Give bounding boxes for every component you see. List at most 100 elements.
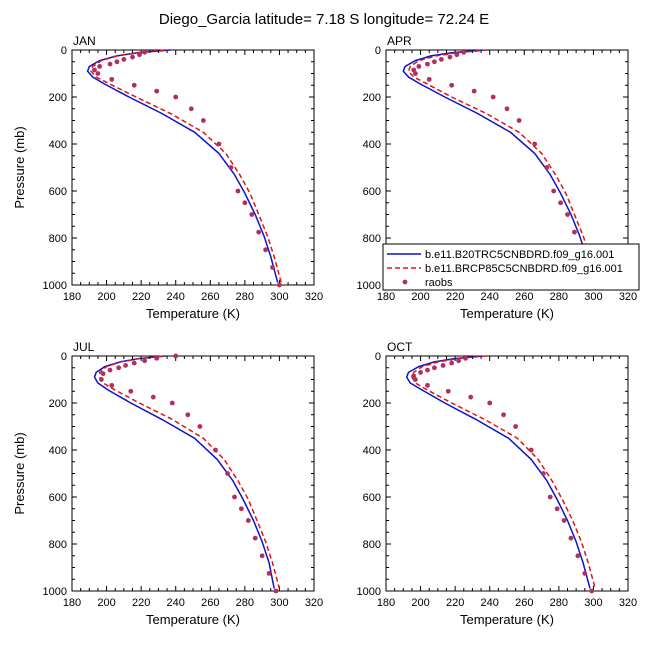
raobs-point bbox=[173, 94, 179, 100]
x-axis-label: Temperature (K) bbox=[146, 306, 240, 321]
y-tick-label: 0 bbox=[61, 351, 67, 363]
x-tick-label: 280 bbox=[550, 291, 568, 303]
x-axis-label: Temperature (K) bbox=[146, 612, 240, 627]
y-tick-label: 600 bbox=[49, 492, 67, 504]
raobs-point bbox=[432, 59, 437, 65]
model2-line bbox=[407, 49, 598, 283]
raobs-point bbox=[116, 365, 122, 371]
x-tick-label: 240 bbox=[167, 597, 185, 609]
raobs-point bbox=[471, 88, 477, 94]
x-tick-label: 200 bbox=[411, 597, 429, 609]
y-axis-label: Pressure (mb) bbox=[12, 126, 27, 208]
panel-title: OCT bbox=[387, 340, 413, 354]
raobs-point bbox=[440, 363, 446, 368]
raobs-point bbox=[142, 358, 148, 364]
x-tick-label: 200 bbox=[411, 291, 429, 303]
raobs-point bbox=[242, 200, 248, 206]
x-tick-label: 260 bbox=[201, 291, 219, 303]
raobs-point bbox=[432, 365, 437, 371]
raobs-point bbox=[188, 106, 194, 112]
raobs-point bbox=[137, 52, 142, 58]
raobs-point bbox=[572, 229, 577, 235]
x-tick-label: 320 bbox=[619, 291, 637, 303]
raobs-point bbox=[558, 200, 563, 206]
raobs-point bbox=[449, 82, 455, 88]
raobs-point bbox=[173, 353, 179, 359]
x-tick-label: 300 bbox=[584, 597, 602, 609]
raobs-point bbox=[150, 394, 156, 400]
raobs-point bbox=[565, 212, 570, 217]
raobs-point bbox=[97, 64, 103, 69]
raobs-point bbox=[154, 88, 160, 94]
x-tick-label: 320 bbox=[305, 291, 323, 303]
raobs-point bbox=[575, 553, 581, 559]
raobs-point bbox=[225, 471, 230, 476]
y-tick-label: 400 bbox=[363, 445, 381, 457]
y-tick-label: 400 bbox=[49, 139, 67, 151]
raobs-point bbox=[513, 424, 519, 429]
raobs-point bbox=[461, 49, 467, 55]
x-tick-label: 280 bbox=[236, 597, 254, 609]
raobs-point bbox=[245, 518, 251, 523]
raobs-point bbox=[487, 400, 493, 406]
raobs-point bbox=[447, 54, 453, 60]
raobs-point bbox=[416, 64, 422, 69]
raobs-point bbox=[256, 229, 262, 235]
y-tick-label: 800 bbox=[363, 233, 381, 245]
x-tick-label: 300 bbox=[270, 597, 288, 609]
page-title: Diego_Garcia latitude= 7.18 S longitude=… bbox=[159, 11, 489, 28]
raobs-point bbox=[438, 57, 444, 62]
raobs-point bbox=[114, 59, 120, 65]
x-tick-label: 200 bbox=[97, 597, 115, 609]
plot-frame bbox=[385, 355, 629, 592]
y-tick-label: 1000 bbox=[357, 586, 381, 598]
raobs-point bbox=[547, 494, 553, 500]
panel-oct: OCT 180 200 220 240 260 280 300 320 0 200 400 600 800… bbox=[357, 340, 638, 627]
y-tick-label: 0 bbox=[375, 45, 381, 57]
x-tick-label: 180 bbox=[377, 597, 395, 609]
raobs-point bbox=[504, 106, 510, 112]
panel-title: JAN bbox=[73, 34, 96, 48]
raobs-point bbox=[128, 388, 134, 394]
raobs-point bbox=[425, 382, 430, 388]
x-tick-label: 320 bbox=[305, 597, 323, 609]
y-tick-label: 200 bbox=[363, 398, 381, 410]
model2-line bbox=[411, 355, 596, 589]
raobs-point bbox=[445, 388, 451, 394]
x-tick-label: 320 bbox=[619, 597, 637, 609]
raobs-point bbox=[266, 570, 272, 576]
raobs-point bbox=[252, 535, 258, 541]
panels: JAN 180 200 220 240 260 280 300 320 0 200 400 600 800… bbox=[12, 34, 637, 627]
legend-box bbox=[382, 243, 640, 291]
panel-title: JUL bbox=[73, 340, 95, 354]
model1-line bbox=[93, 355, 275, 589]
raobs-point bbox=[259, 553, 265, 559]
y-tick-label: 400 bbox=[49, 445, 67, 457]
y-tick-label: 1000 bbox=[43, 586, 67, 598]
panel-jul: JUL 180 200 220 240 260 280 300 320 0 200 400 600 800… bbox=[12, 340, 323, 627]
y-tick-label: 1000 bbox=[43, 280, 67, 292]
model1-line bbox=[86, 49, 279, 283]
raobs-point bbox=[142, 49, 148, 55]
raobs-point bbox=[412, 377, 418, 382]
model2-line bbox=[98, 355, 281, 589]
raobs-point bbox=[501, 412, 506, 418]
raobs-point bbox=[425, 367, 430, 373]
model1-line bbox=[405, 355, 591, 589]
raobs-point bbox=[107, 61, 113, 67]
raobs-point bbox=[239, 506, 244, 512]
panel-jan: JAN 180 200 220 240 260 280 300 320 0 200 400 600 800… bbox=[12, 34, 323, 321]
raobs-point bbox=[131, 360, 137, 366]
raobs-point bbox=[131, 82, 137, 88]
x-tick-label: 180 bbox=[377, 291, 395, 303]
x-axis-label: Temperature (K) bbox=[460, 306, 554, 321]
raobs-point bbox=[449, 360, 455, 366]
raobs-point bbox=[109, 382, 115, 388]
y-tick-label: 600 bbox=[363, 492, 381, 504]
raobs-point bbox=[228, 165, 234, 170]
x-tick-label: 240 bbox=[481, 291, 499, 303]
raobs-point bbox=[232, 494, 237, 500]
raobs-point bbox=[554, 506, 560, 512]
raobs-point bbox=[426, 76, 432, 82]
